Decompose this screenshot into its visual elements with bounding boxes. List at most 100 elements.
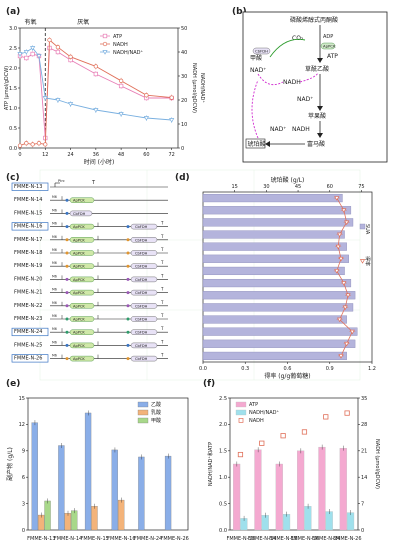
y-right-axis-label: NADH (μmol/gDCW) xyxy=(191,63,197,113)
data-point xyxy=(24,55,29,61)
y-right-tick-label: 7 xyxy=(361,501,364,507)
y-right-tick-label: 21 xyxy=(361,449,367,455)
m6-label: M6 xyxy=(52,354,57,358)
succinate-bar xyxy=(202,291,356,300)
nadh-point xyxy=(280,433,286,439)
legend-marker xyxy=(102,41,108,47)
m6-label: M6 xyxy=(52,327,57,331)
strain-highlight-box xyxy=(11,182,49,191)
succinate-bar xyxy=(202,266,345,276)
appck-gene-label: ApPCK xyxy=(73,318,85,322)
cbfdh-gene-label: CbFDH xyxy=(135,238,148,242)
y-right-axis-label: NADH (μmol/gDCW) xyxy=(374,439,380,489)
appck-gene-label: ApPCK xyxy=(73,265,85,269)
nad-node-bottom: NAD⁺ xyxy=(270,126,286,133)
cbfdh-gene-label: CbFDH xyxy=(135,331,148,335)
yield-point xyxy=(341,208,347,213)
rbs-dot-2 xyxy=(126,264,130,268)
strain-label: FMME-N-17 xyxy=(14,237,42,243)
y-left-tick-label: 2.0 xyxy=(219,422,227,428)
data-point xyxy=(17,52,23,57)
appck-gene xyxy=(69,237,95,243)
appck-gene xyxy=(69,250,95,256)
arrowhead-succinate xyxy=(265,141,270,147)
cofactor-bar xyxy=(275,463,283,531)
cofactor-bar xyxy=(304,506,312,531)
x-axis-label: 时间 (小时) xyxy=(84,158,115,166)
yield-point xyxy=(334,196,340,201)
byproduct-bar xyxy=(164,455,172,531)
cbfdh-gene-label: CbFDH xyxy=(73,212,86,216)
succinate-bar xyxy=(202,242,347,251)
appck-gene-label: ApPCK xyxy=(73,304,85,308)
appck-gene xyxy=(69,303,95,309)
cofactor-bar xyxy=(339,448,347,531)
appck-gene xyxy=(69,223,95,230)
y-tick-label: 3 xyxy=(22,501,25,507)
terminator-label: T xyxy=(160,300,164,305)
x-bottom-tick-label: 0.0 xyxy=(199,366,207,372)
x-bottom-axis-label: 得率 (g/g葡萄糖) xyxy=(264,372,310,380)
legend-yield-label: 得率 xyxy=(364,256,371,266)
ptrc-label: Ptrc xyxy=(58,179,65,183)
data-point xyxy=(169,118,175,123)
appck-gene xyxy=(69,355,95,362)
byproduct-bar xyxy=(84,412,92,531)
succinate-bar xyxy=(202,230,345,239)
panel-a-timecourse-chart: (a) 0 12 24 36 48 60 72 0.0 0.5 1.0 1.5 2.0 2.5 3.0 0 1… xyxy=(4,7,205,166)
terminator-label: T xyxy=(160,339,164,344)
rbs-dot xyxy=(65,330,69,334)
category-label: FMME-N-13 xyxy=(27,536,55,542)
terminator-label: T xyxy=(160,247,164,252)
yield-point xyxy=(337,232,343,238)
data-point xyxy=(17,143,23,148)
data-point xyxy=(30,142,35,147)
yield-point xyxy=(341,281,347,286)
pathway-frame xyxy=(242,11,388,163)
data-point xyxy=(68,54,73,59)
data-point xyxy=(55,45,61,50)
data-point xyxy=(118,78,124,83)
nad-node-mid: NAD⁺ xyxy=(297,96,313,103)
rbs-dot-2 xyxy=(126,317,130,321)
succinate-bar xyxy=(202,254,349,263)
appck-gene xyxy=(69,289,95,296)
y-left-axis-label: ATP (μmol/gDCW) xyxy=(4,66,10,110)
category-label: FMME-N-15 xyxy=(80,536,108,542)
rbs-dot xyxy=(65,238,69,242)
succinate-node: 琥珀酸 xyxy=(248,140,266,148)
rbs-dot xyxy=(65,304,69,308)
nadh-node-top: NADH xyxy=(283,79,301,86)
rbs-dot xyxy=(65,198,69,202)
appck-enzyme-pill xyxy=(320,42,336,50)
y-tick-label: 15 xyxy=(19,396,25,402)
data-point xyxy=(118,112,124,117)
cbfdh-enzyme-pill xyxy=(252,47,271,55)
adp-label: ADP xyxy=(323,34,333,40)
rbs-dot xyxy=(65,291,69,295)
y-left-axis-label: NADH/NAD⁺和ATP xyxy=(207,442,214,486)
nadh-regen-arrow xyxy=(257,73,284,86)
y-left-tick-label: 1.5 xyxy=(9,86,17,92)
legend-label: ATP xyxy=(249,402,258,408)
panel-b-pathway-diagram: (b) 磷酸烯醇式丙酮酸 ADP ApPCK ATP CO₂ 草酰乙酸 甲酸 C… xyxy=(232,7,388,163)
y-tick-label: 9 xyxy=(22,449,25,455)
nadh-point xyxy=(344,410,350,416)
succinate-bar xyxy=(202,193,343,203)
nadh-loop-arrow xyxy=(251,79,259,139)
legend-swatch xyxy=(235,409,247,416)
terminator-label: T xyxy=(160,326,164,331)
cbfdh-gene-label: CbFDH xyxy=(135,357,148,361)
m6-label: M6 xyxy=(52,340,57,344)
y-left-tick-label: 1.5 xyxy=(219,449,227,455)
data-point xyxy=(93,108,99,113)
data-point xyxy=(43,142,48,147)
rbs-dot-2 xyxy=(126,343,130,347)
cofactor-bar xyxy=(325,511,333,531)
rbs-dot xyxy=(65,277,69,281)
category-label: FMME-N-15 xyxy=(269,536,297,542)
succinate-bar xyxy=(202,315,347,324)
strain-label: FMME-N-18 xyxy=(14,250,42,256)
data-point xyxy=(47,37,52,43)
